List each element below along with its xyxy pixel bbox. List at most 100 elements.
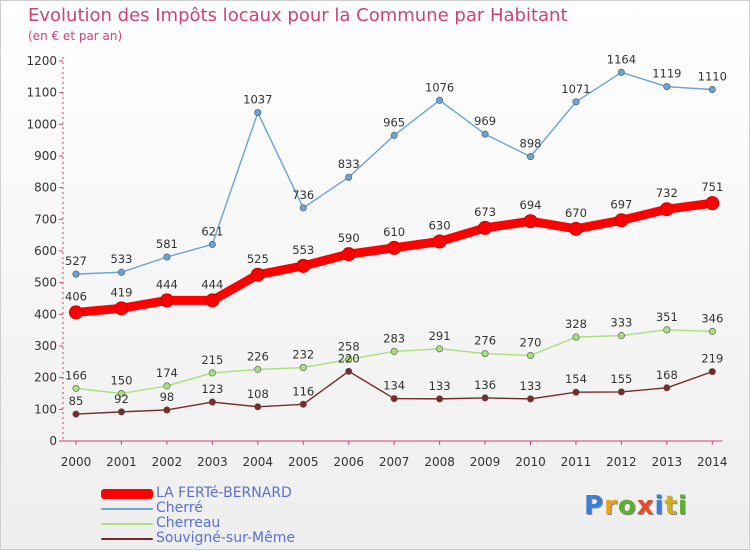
data-label: 328 <box>565 317 587 331</box>
data-label: 553 <box>292 243 314 257</box>
y-tick-label: 1100 <box>26 86 57 100</box>
data-point <box>705 196 720 211</box>
series-0 <box>69 196 720 320</box>
data-point <box>436 345 444 353</box>
legend-label: LA FERTé-BERNARD <box>156 485 292 501</box>
data-point <box>390 347 398 355</box>
data-label: 346 <box>701 311 723 325</box>
y-tick-label: 1200 <box>26 54 57 68</box>
data-point <box>572 388 580 396</box>
data-label: 533 <box>110 252 132 266</box>
data-label: 1076 <box>425 80 454 94</box>
data-point <box>708 327 716 335</box>
data-point <box>617 68 625 76</box>
data-point <box>481 130 489 138</box>
data-label: 1071 <box>561 82 590 96</box>
data-label: 732 <box>656 186 678 200</box>
data-point <box>163 406 171 414</box>
data-labels-layer: 527 533 581 621 1037 736 833 965 1076 969 898 1071 1… <box>65 52 727 408</box>
data-label: 351 <box>656 310 678 324</box>
legend-item: Cherré <box>101 500 361 516</box>
data-label: 590 <box>338 231 360 245</box>
logo-letter: P <box>584 491 605 521</box>
data-point <box>663 384 671 392</box>
data-point <box>345 355 353 363</box>
data-point <box>481 394 489 402</box>
data-point <box>659 202 674 217</box>
data-label: 621 <box>201 224 223 238</box>
x-tick-label: 2009 <box>470 455 501 469</box>
data-point <box>299 400 307 408</box>
data-label: 134 <box>383 379 405 393</box>
data-label: 419 <box>110 285 132 299</box>
data-point <box>163 253 171 261</box>
logo-letter: x <box>636 491 655 521</box>
data-label: 965 <box>383 115 405 129</box>
data-point <box>341 247 356 262</box>
y-tick-label: 400 <box>34 307 57 321</box>
data-point <box>523 214 538 229</box>
legend-swatch <box>101 523 153 525</box>
data-label: 92 <box>114 392 129 406</box>
chart-axes: 0 100 200 300 400 500 600 700 800 900 1000 1100 1200… <box>26 54 727 469</box>
y-tick-label: 800 <box>34 181 57 195</box>
x-tick-label: 2005 <box>288 455 319 469</box>
y-tick-label: 300 <box>34 339 57 353</box>
y-tick-label: 100 <box>34 402 57 416</box>
data-label: 85 <box>69 394 84 408</box>
data-label: 527 <box>65 254 87 268</box>
series-layer <box>69 68 720 418</box>
legend-item: LA FERTé-BERNARD <box>101 485 361 501</box>
data-point <box>254 109 262 117</box>
legend-swatch <box>101 489 153 499</box>
data-label: 226 <box>247 349 269 363</box>
data-label: 673 <box>474 205 496 219</box>
data-point <box>568 221 583 236</box>
data-point <box>663 83 671 91</box>
x-tick-label: 2006 <box>333 455 364 469</box>
data-label: 630 <box>429 219 451 233</box>
legend-label: Cherré <box>156 500 203 516</box>
chart-legend: LA FERTé-BERNARD Cherré Cherreau Souvigné-s… <box>101 485 361 546</box>
data-point <box>296 258 311 273</box>
data-point <box>481 350 489 358</box>
logo-letter: o <box>617 491 637 521</box>
data-point <box>387 240 402 255</box>
data-point <box>159 293 174 308</box>
data-label: 276 <box>474 334 496 348</box>
data-point <box>526 153 534 161</box>
data-label: 694 <box>520 198 542 212</box>
x-tick-label: 2011 <box>561 455 592 469</box>
data-label: 116 <box>292 384 314 398</box>
data-point <box>163 382 171 390</box>
proxiti-logo: Proxiti <box>584 491 688 521</box>
y-tick-label: 900 <box>34 149 57 163</box>
data-point <box>390 395 398 403</box>
data-label: 291 <box>429 329 451 343</box>
data-label: 258 <box>338 339 360 353</box>
data-point <box>572 98 580 106</box>
data-label: 154 <box>565 372 587 386</box>
data-label: 155 <box>610 372 632 386</box>
data-point <box>117 268 125 276</box>
logo-letter: t <box>664 491 678 521</box>
legend-label: Cherreau <box>156 515 221 531</box>
data-point <box>617 388 625 396</box>
series-3 <box>72 367 716 418</box>
x-tick-label: 2008 <box>424 455 455 469</box>
data-label: 525 <box>247 252 269 266</box>
data-point <box>114 301 129 316</box>
data-label: 969 <box>474 114 496 128</box>
data-point <box>614 213 629 228</box>
data-point <box>254 365 262 373</box>
x-tick-label: 2012 <box>606 455 637 469</box>
data-label: 108 <box>247 387 269 401</box>
x-tick-label: 2003 <box>197 455 228 469</box>
data-point <box>117 408 125 416</box>
data-label: 168 <box>656 368 678 382</box>
data-point <box>432 234 447 249</box>
data-label: 406 <box>65 289 87 303</box>
data-point <box>208 240 216 248</box>
data-label: 136 <box>474 378 496 392</box>
